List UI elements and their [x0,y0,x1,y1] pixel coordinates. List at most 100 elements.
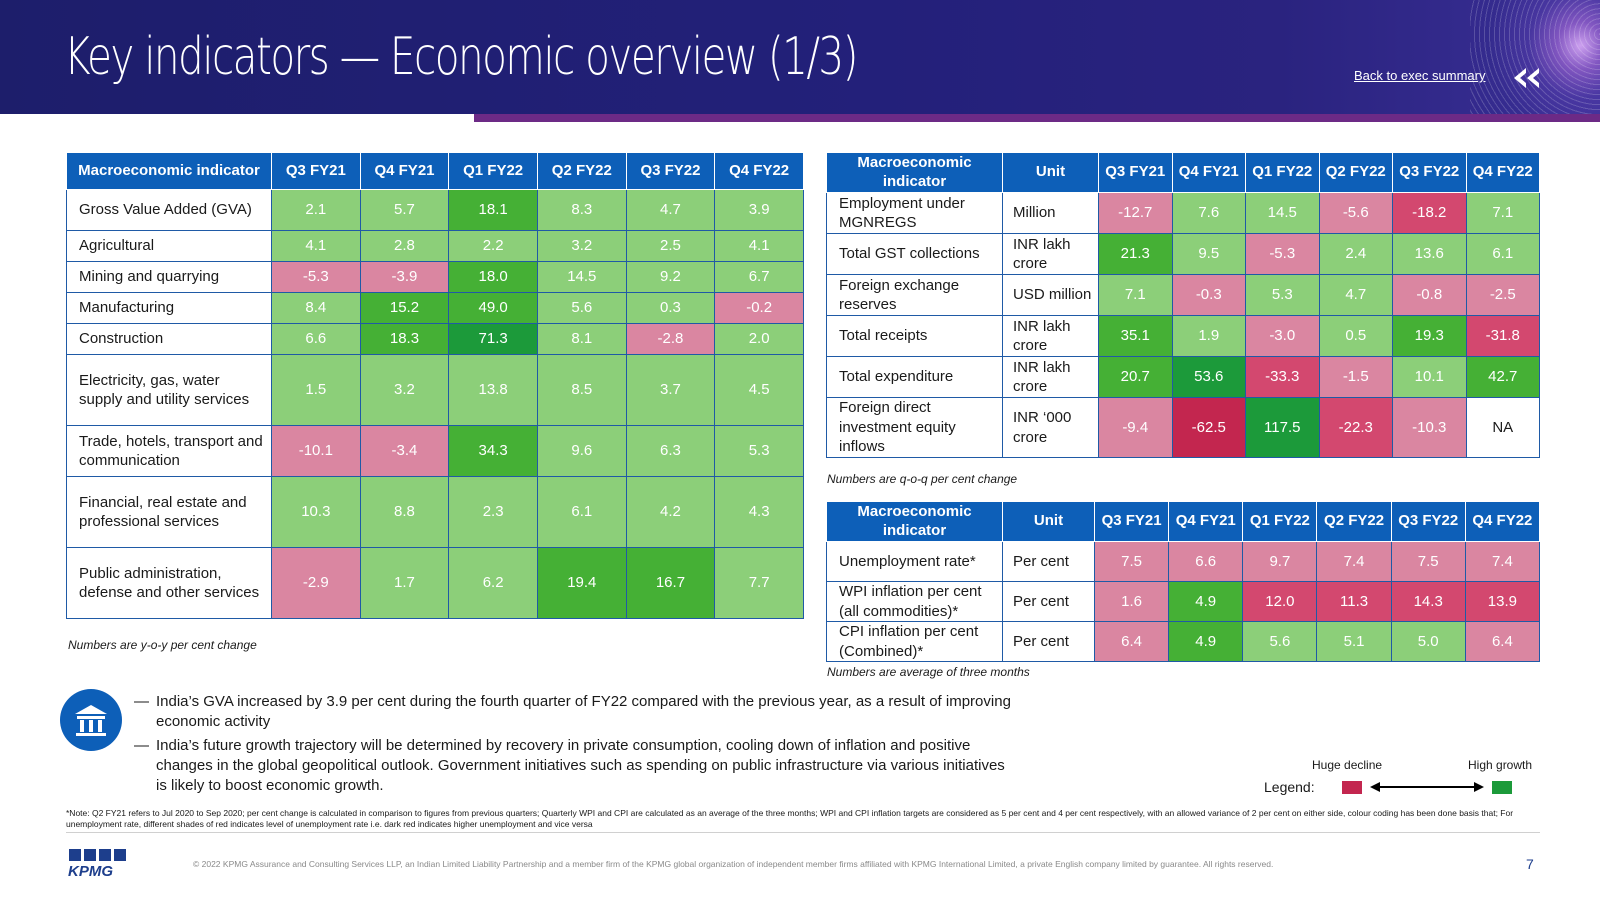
row-label: Public administration, defense and other… [66,547,272,619]
value-cell: 3.2 [359,354,450,426]
value-cell: 117.5 [1245,397,1320,458]
column-header: Macroeconomic indicator [826,152,1003,193]
value-cell: 3.9 [714,189,804,231]
value-cell: 5.1 [1316,621,1392,662]
value-cell: 53.6 [1171,356,1246,398]
column-header: Q1 FY22 [1242,501,1318,542]
row-label: Construction [66,323,272,355]
value-cell: -5.6 [1318,192,1393,234]
column-header: Q2 FY22 [1316,501,1392,542]
table-header-row: Macroeconomic indicator Unit Q3 FY21 Q4 FY2… [826,501,1541,542]
row-label: Manufacturing [66,292,272,324]
value-cell: 4.2 [625,476,716,548]
double-chevron-left-icon[interactable] [1512,66,1542,90]
gva-table: Macroeconomic indicator Q3 FY21 Q4 FY21 Q1 … [66,152,804,619]
column-header: Q1 FY22 [1245,152,1320,193]
column-header: Macroeconomic indicator [826,501,1003,542]
row-label: Mining and quarrying [66,261,272,293]
value-cell: 20.7 [1098,356,1173,398]
table-header-row: Macroeconomic indicator Q3 FY21 Q4 FY21 Q1 … [66,152,804,190]
column-header: Q4 FY21 [359,152,450,190]
value-cell: 2.2 [448,230,538,262]
value-cell: 4.5 [714,354,804,426]
footnote: *Note: Q2 FY21 refers to Jul 2020 to Sep… [66,808,1514,829]
row-label: Agricultural [66,230,272,262]
value-cell: 6.1 [536,476,627,548]
value-cell: 11.3 [1316,581,1392,622]
value-cell: 7.4 [1316,541,1392,582]
table-row: Mining and quarrying -5.3 -3.9 18.0 14.5 9.2 6… [66,261,804,293]
value-cell: 18.3 [359,323,450,355]
gva-table-note: Numbers are y-o-y per cent change [68,638,257,652]
table-row: Trade, hotels, transport and communicati… [66,425,804,477]
row-unit: USD million [1002,274,1099,316]
value-cell: 5.6 [1242,621,1318,662]
value-cell: 4.9 [1168,621,1244,662]
bank-icon [75,705,107,736]
table-row: Electricity, gas, water supply and utili… [66,354,804,426]
value-cell: 8.5 [536,354,627,426]
column-header: Q4 FY22 [1465,152,1540,193]
value-cell: 8.3 [536,189,627,231]
table-row: Manufacturing 8.4 15.2 49.0 5.6 0.3 -0.2 [66,292,804,324]
column-header: Unit [1002,152,1099,193]
value-cell: 4.7 [625,189,716,231]
table-row: Public administration, defense and other… [66,547,804,619]
value-cell: 2.1 [271,189,361,231]
value-cell: -2.5 [1465,274,1540,316]
value-cell: 21.3 [1098,233,1173,275]
value-cell: 14.5 [1245,192,1320,234]
column-header: Q3 FY21 [1098,152,1173,193]
row-unit: INR lakh crore [1002,233,1099,275]
value-cell: 13.6 [1392,233,1467,275]
column-header: Q4 FY21 [1171,152,1246,193]
column-header: Q3 FY21 [271,152,361,190]
row-label: Total GST collections [826,233,1003,275]
value-cell: 12.0 [1242,581,1318,622]
value-cell: 4.7 [1318,274,1393,316]
legend-title: Legend: [1264,779,1315,795]
value-cell: 71.3 [448,323,538,355]
column-header: Q2 FY22 [536,152,627,190]
table-row: Foreign direct investment equity inflows… [826,397,1540,458]
table-row: Construction 6.6 18.3 71.3 8.1 -2.8 2.0 [66,323,804,355]
value-cell: 4.9 [1168,581,1244,622]
row-label: Gross Value Added (GVA) [66,189,272,231]
value-cell: 8.4 [271,292,361,324]
legend-growth-label: High growth [1468,758,1533,772]
value-cell: -3.9 [359,261,450,293]
value-cell: -3.4 [359,425,450,477]
table-header-row: Macroeconomic indicator Unit Q3 FY21 Q4 FY2… [826,152,1540,193]
row-unit: Million [1002,192,1099,234]
value-cell: 34.3 [448,425,538,477]
value-cell: 3.2 [536,230,627,262]
column-header: Q3 FY22 [1392,152,1467,193]
value-cell: 0.3 [625,292,716,324]
column-header: Q2 FY22 [1318,152,1393,193]
value-cell: 8.1 [536,323,627,355]
table-row: Unemployment rate* Per cent 7.5 6.6 9.7 7.4 7.… [826,541,1541,582]
row-unit: INR lakh crore [1002,315,1099,357]
value-cell: 5.3 [714,425,804,477]
value-cell: 5.0 [1390,621,1466,662]
list-item: India’s GVA increased by 3.9 per cent du… [134,692,1014,732]
qoq-table-note: Numbers are q-o-q per cent change [827,472,1018,486]
legend-decline-swatch [1342,781,1362,794]
value-cell: 5.6 [536,292,627,324]
value-cell: 4.1 [271,230,361,262]
value-cell: -0.2 [714,292,804,324]
back-to-exec-summary-link[interactable]: Back to exec summary [1354,68,1486,83]
key-takeaways-list: India’s GVA increased by 3.9 per cent du… [134,692,1014,800]
table-row: Employment under MGNREGS Million -12.7 7.6 1… [826,192,1540,234]
table-row: Gross Value Added (GVA) 2.1 5.7 18.1 8.3 4.7 3… [66,189,804,231]
column-header: Q4 FY22 [1464,501,1541,542]
value-cell: 2.8 [359,230,450,262]
bank-icon-badge [60,689,122,751]
row-unit: Per cent [1002,581,1095,622]
value-cell: 9.5 [1171,233,1246,275]
row-label: Trade, hotels, transport and communicati… [66,425,272,477]
value-cell: -1.5 [1318,356,1393,398]
value-cell: 6.2 [448,547,538,619]
accent-bar [474,114,1600,122]
row-label: Total expenditure [826,356,1003,398]
